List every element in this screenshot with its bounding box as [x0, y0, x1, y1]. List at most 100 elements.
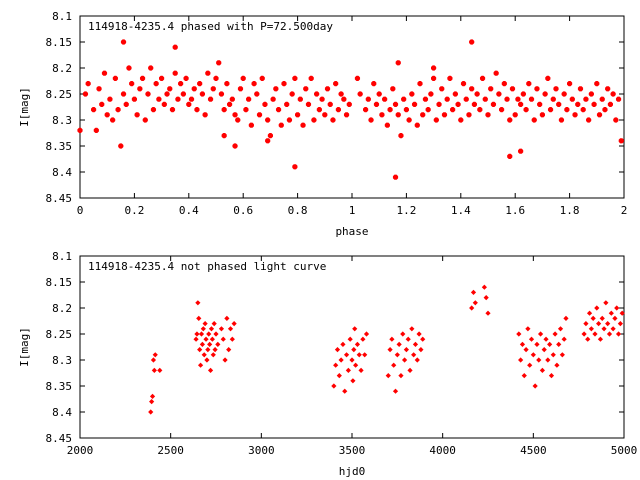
data-point-top — [142, 117, 148, 123]
data-point-bottom — [416, 331, 422, 337]
data-point-bottom — [403, 347, 409, 353]
x-tick-label-top: 0.6 — [233, 204, 253, 217]
data-point-bottom — [405, 336, 411, 342]
y-tick-label-top: 8.35 — [46, 140, 73, 153]
data-point-bottom — [349, 357, 355, 363]
data-point-top — [422, 96, 429, 102]
data-point-top — [531, 117, 537, 123]
data-point-bottom — [418, 347, 424, 353]
data-point-top — [270, 96, 276, 102]
data-point-top — [518, 148, 524, 154]
data-point-bottom — [351, 347, 357, 353]
x-tick-label-bottom: 4000 — [429, 444, 456, 457]
data-point-bottom — [387, 347, 393, 353]
x-ticks-top: 0 0.2 0.4 0.6 0.8 1 1.2 1.4 1.6 1.8 2 — [77, 16, 627, 217]
x-tick-label-top: 1.4 — [451, 204, 471, 217]
data-point-top — [341, 96, 347, 102]
data-point-bottom — [590, 315, 596, 321]
data-point-bottom — [550, 352, 556, 358]
data-point-bottom — [597, 336, 604, 342]
data-point-top — [392, 174, 399, 180]
data-point-top — [504, 96, 510, 102]
data-point-top — [607, 101, 613, 107]
data-point-top — [515, 96, 521, 102]
data-point-top — [107, 96, 113, 102]
data-point-bottom — [331, 383, 337, 389]
data-point-top — [496, 91, 502, 97]
plot-frame-top — [79, 15, 625, 199]
data-point-bottom — [409, 326, 415, 332]
data-point-top — [441, 112, 448, 118]
data-point-bottom — [548, 373, 555, 379]
data-point-top — [262, 101, 268, 107]
data-point-bottom — [470, 289, 477, 295]
data-point-top — [216, 60, 222, 66]
data-point-bottom — [211, 321, 217, 327]
data-point-top — [368, 117, 374, 123]
data-point-top — [599, 96, 605, 102]
data-point-bottom — [207, 341, 213, 347]
data-point-top — [284, 101, 290, 107]
data-point-top — [346, 101, 352, 107]
data-point-top — [104, 112, 110, 118]
data-point-top — [281, 81, 287, 87]
data-point-top — [180, 91, 186, 97]
data-point-top — [395, 112, 401, 118]
x-tick-label-bottom: 2000 — [67, 444, 94, 457]
data-point-bottom — [193, 336, 199, 342]
data-point-top — [561, 91, 567, 97]
data-point-bottom — [414, 357, 420, 363]
data-point-bottom — [385, 373, 391, 379]
data-point-top — [501, 81, 507, 87]
data-point-top — [596, 112, 603, 118]
data-point-top — [118, 143, 124, 149]
data-point-bottom — [360, 336, 366, 342]
data-point-top — [292, 75, 298, 81]
data-point-top — [471, 101, 477, 107]
data-points-bottom — [148, 284, 625, 415]
data-point-top — [615, 96, 622, 102]
x-tick-label-bottom: 2500 — [157, 444, 184, 457]
data-point-top — [316, 107, 322, 113]
y-tick-label-bottom: 8.45 — [46, 432, 73, 445]
data-point-top — [556, 101, 562, 107]
data-point-bottom — [336, 373, 342, 379]
data-point-top — [518, 101, 524, 107]
data-point-bottom — [612, 315, 618, 321]
data-point-bottom — [195, 300, 201, 306]
data-point-bottom — [563, 315, 569, 321]
data-point-top — [479, 75, 486, 81]
data-point-top — [528, 96, 535, 102]
data-point-top — [343, 112, 350, 118]
data-point-top — [194, 107, 200, 113]
data-point-top — [150, 107, 157, 113]
data-point-top — [218, 91, 225, 97]
y-tick-label-top: 8.3 — [52, 114, 72, 127]
data-point-top — [605, 86, 611, 92]
y-tick-label-bottom: 8.4 — [52, 406, 72, 419]
y-tick-label-bottom: 8.2 — [52, 302, 72, 315]
data-point-top — [126, 65, 132, 71]
data-point-bottom — [200, 326, 206, 332]
data-point-top — [452, 91, 458, 97]
data-point-bottom — [392, 388, 399, 394]
data-point-bottom — [352, 326, 358, 332]
data-point-top — [379, 112, 385, 118]
data-point-top — [439, 86, 445, 92]
y-tick-label-top: 8.15 — [46, 36, 73, 49]
data-point-top — [482, 96, 488, 102]
data-point-top — [256, 112, 263, 118]
data-point-bottom — [196, 315, 202, 321]
data-point-bottom — [556, 341, 562, 347]
data-point-top — [613, 117, 619, 123]
data-point-bottom — [601, 326, 607, 332]
data-point-top — [411, 101, 418, 107]
data-point-top — [243, 107, 249, 113]
data-point-top — [387, 107, 393, 113]
data-point-top — [354, 75, 361, 81]
data-point-bottom — [614, 305, 620, 311]
data-point-top — [278, 122, 284, 128]
data-point-top — [447, 75, 453, 81]
data-point-top — [82, 91, 89, 97]
